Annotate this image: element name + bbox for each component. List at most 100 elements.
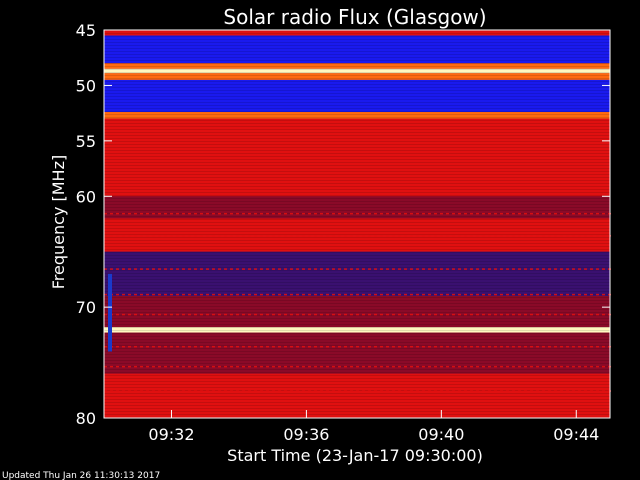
emission-dash	[476, 235, 479, 237]
emission-dash	[218, 293, 221, 296]
emission-dash	[266, 268, 269, 270]
emission-dash	[242, 293, 245, 296]
emission-dash	[254, 345, 257, 348]
stripe	[104, 186, 610, 187]
emission-dash	[494, 268, 497, 270]
stripe	[104, 288, 610, 289]
emission-dash	[182, 293, 185, 296]
emission-dash	[110, 390, 113, 392]
emission-dash	[392, 212, 395, 215]
emission-dash	[302, 212, 305, 215]
emission-dash	[428, 268, 431, 270]
emission-dash	[314, 293, 317, 296]
emission-dash	[548, 235, 551, 237]
emission-dash	[560, 293, 563, 296]
emission-dash	[308, 212, 311, 215]
emission-dash	[440, 313, 443, 316]
emission-dash	[482, 235, 485, 237]
emission-dash	[104, 212, 107, 215]
emission-dash	[296, 268, 299, 270]
stripe	[104, 300, 610, 301]
stripe	[104, 405, 610, 406]
emission-dash	[200, 268, 203, 270]
emission-dash	[338, 365, 341, 368]
emission-dash	[404, 313, 407, 316]
emission-dash	[440, 390, 443, 392]
emission-dash	[134, 293, 137, 296]
stripe	[104, 216, 610, 217]
emission-dash	[482, 268, 485, 270]
emission-dash	[218, 365, 221, 368]
emission-dash	[206, 235, 209, 237]
emission-dash	[440, 293, 443, 296]
emission-dash	[368, 345, 371, 348]
stripe	[104, 348, 610, 349]
emission-dash	[182, 212, 185, 215]
emission-dash	[170, 365, 173, 368]
emission-dash	[362, 313, 365, 316]
emission-dash	[170, 268, 173, 270]
emission-dash	[356, 313, 359, 316]
stripe	[104, 411, 610, 412]
stripe	[104, 414, 610, 415]
emission-dash	[314, 212, 317, 215]
emission-dash	[572, 365, 575, 368]
emission-dash	[230, 293, 233, 296]
emission-dash	[152, 390, 155, 392]
emission-dash	[260, 390, 263, 392]
emission-dash	[260, 365, 263, 368]
emission-dash	[476, 212, 479, 215]
emission-dash	[134, 235, 137, 237]
stripe	[104, 345, 610, 346]
emission-dash	[362, 345, 365, 348]
emission-dash	[512, 313, 515, 316]
emission-dash	[290, 212, 293, 215]
emission-dash	[458, 365, 461, 368]
emission-dash	[494, 345, 497, 348]
emission-dash	[332, 212, 335, 215]
spectrogram-band	[104, 63, 610, 69]
emission-dash	[452, 313, 455, 316]
emission-dash	[524, 212, 527, 215]
emission-dash	[152, 268, 155, 270]
stripe	[104, 351, 610, 352]
emission-dash	[554, 365, 557, 368]
y-axis: 45 50 55 60 70 80	[76, 21, 610, 428]
emission-dash	[500, 268, 503, 270]
emission-dash	[128, 365, 131, 368]
emission-dash	[566, 390, 569, 392]
emission-dash	[542, 345, 545, 348]
emission-dash	[164, 235, 167, 237]
emission-dash	[578, 212, 581, 215]
emission-dash	[158, 345, 161, 348]
emission-dash	[542, 313, 545, 316]
emission-dash	[380, 293, 383, 296]
y-tick-label: 45	[76, 21, 96, 40]
emission-dash	[434, 293, 437, 296]
emission-dash	[506, 313, 509, 316]
emission-dash	[146, 212, 149, 215]
emission-dash	[212, 313, 215, 316]
emission-dash	[542, 268, 545, 270]
emission-dash	[218, 212, 221, 215]
stripe	[104, 261, 610, 262]
emission-dash	[188, 293, 191, 296]
emission-dash	[464, 313, 467, 316]
emission-dash	[488, 293, 491, 296]
emission-dash	[380, 235, 383, 237]
spectrogram-band	[104, 373, 610, 418]
stripe	[104, 339, 610, 340]
emission-dash	[302, 390, 305, 392]
emission-dash	[104, 390, 107, 392]
emission-dash	[458, 313, 461, 316]
updated-timestamp: Updated Thu Jan 26 11:30:13 2017	[2, 471, 160, 480]
emission-dash	[110, 268, 113, 270]
emission-dash	[548, 365, 551, 368]
emission-dash	[524, 293, 527, 296]
emission-dash	[170, 293, 173, 296]
emission-dash	[476, 293, 479, 296]
stripe	[104, 183, 610, 184]
emission-dash	[542, 293, 545, 296]
emission-dash	[602, 212, 605, 215]
emission-dash	[164, 390, 167, 392]
